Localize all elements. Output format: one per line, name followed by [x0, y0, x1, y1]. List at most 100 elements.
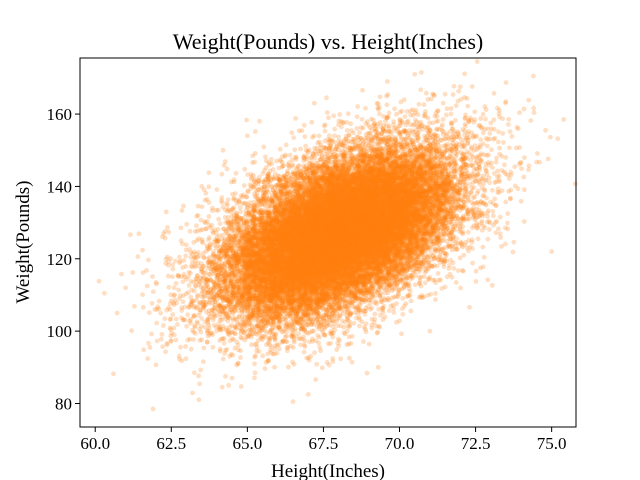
scatter-point: [480, 111, 486, 117]
scatter-point: [349, 205, 355, 210]
scatter-point: [306, 195, 312, 201]
scatter-point: [357, 238, 363, 244]
scatter-point: [186, 283, 192, 288]
scatter-point: [494, 218, 500, 224]
scatter-point: [451, 83, 457, 89]
scatter-point: [303, 143, 309, 149]
scatter-point: [310, 227, 316, 232]
scatter-point: [238, 355, 243, 360]
scatter-point: [348, 289, 354, 295]
scatter-point: [304, 188, 310, 194]
scatter-point: [480, 244, 486, 250]
scatter-point: [368, 194, 374, 199]
scatter-point: [322, 128, 328, 134]
scatter-point: [496, 129, 501, 135]
scatter-point: [493, 159, 499, 165]
scatter-point: [357, 184, 363, 190]
scatter-point: [521, 106, 527, 112]
scatter-point: [309, 247, 315, 253]
scatter-point: [308, 221, 314, 227]
scatter-point: [460, 268, 466, 274]
scatter-point: [289, 252, 295, 258]
scatter-point: [146, 340, 151, 346]
scatter-point: [364, 226, 370, 232]
scatter-point: [337, 254, 342, 260]
scatter-point: [400, 176, 406, 181]
scatter-point: [293, 231, 299, 237]
scatter-point: [298, 146, 303, 152]
scatter-point: [417, 163, 423, 169]
scatter-point: [394, 210, 400, 216]
scatter-point: [131, 303, 137, 309]
scatter-point: [308, 222, 314, 228]
scatter-point: [408, 246, 414, 252]
scatter-point: [306, 254, 312, 260]
scatter-point: [314, 227, 320, 233]
scatter-point: [277, 237, 282, 242]
scatter-point: [283, 142, 289, 148]
scatter-point: [283, 218, 289, 224]
scatter-point: [490, 187, 495, 193]
scatter-point: [362, 237, 368, 243]
scatter-point: [347, 212, 353, 218]
scatter-point: [412, 282, 418, 288]
scatter-point: [366, 238, 372, 244]
scatter-point: [332, 191, 338, 197]
scatter-point: [376, 236, 381, 242]
scatter-point: [384, 102, 390, 108]
scatter-point: [331, 187, 336, 193]
scatter-point: [448, 200, 454, 206]
scatter-point: [185, 312, 191, 318]
scatter-point: [276, 226, 282, 232]
scatter-point: [473, 268, 479, 274]
scatter-point: [305, 236, 311, 241]
scatter-point: [380, 223, 386, 229]
scatter-point: [505, 226, 511, 232]
scatter-point: [355, 104, 360, 109]
scatter-point: [261, 270, 267, 276]
scatter-point: [333, 175, 338, 180]
scatter-point: [242, 166, 248, 172]
scatter-point: [296, 264, 302, 269]
scatter-point: [251, 267, 256, 273]
scatter-point: [320, 265, 326, 271]
scatter-point: [219, 384, 225, 390]
scatter-point: [314, 210, 319, 216]
scatter-point: [398, 239, 404, 245]
scatter-point: [308, 311, 314, 317]
scatter-points: [96, 59, 578, 412]
scatter-point: [440, 100, 446, 106]
scatter-point: [244, 281, 250, 287]
scatter-point: [261, 229, 267, 235]
scatter-point: [333, 192, 339, 198]
scatter-point: [294, 213, 300, 219]
scatter-point: [319, 275, 325, 281]
scatter-point: [237, 274, 243, 280]
scatter-point: [366, 341, 372, 347]
scatter-point: [305, 292, 310, 298]
scatter-point: [253, 235, 259, 241]
scatter-point: [246, 259, 252, 265]
scatter-point: [308, 274, 314, 280]
scatter-point: [333, 177, 339, 182]
scatter-point: [364, 223, 370, 228]
scatter-point: [376, 111, 382, 117]
scatter-point: [394, 162, 400, 168]
scatter-point: [470, 260, 475, 266]
scatter-point: [372, 240, 377, 246]
scatter-point: [377, 213, 383, 219]
scatter-point: [309, 249, 315, 254]
scatter-point: [96, 278, 102, 284]
scatter-point: [285, 224, 290, 229]
scatter-point: [373, 225, 378, 231]
scatter-point: [166, 284, 172, 290]
scatter-point: [427, 128, 433, 134]
scatter-point: [465, 103, 471, 109]
scatter-point: [289, 247, 295, 253]
scatter-point: [418, 219, 424, 225]
scatter-point: [357, 200, 363, 206]
scatter-point: [295, 268, 301, 274]
